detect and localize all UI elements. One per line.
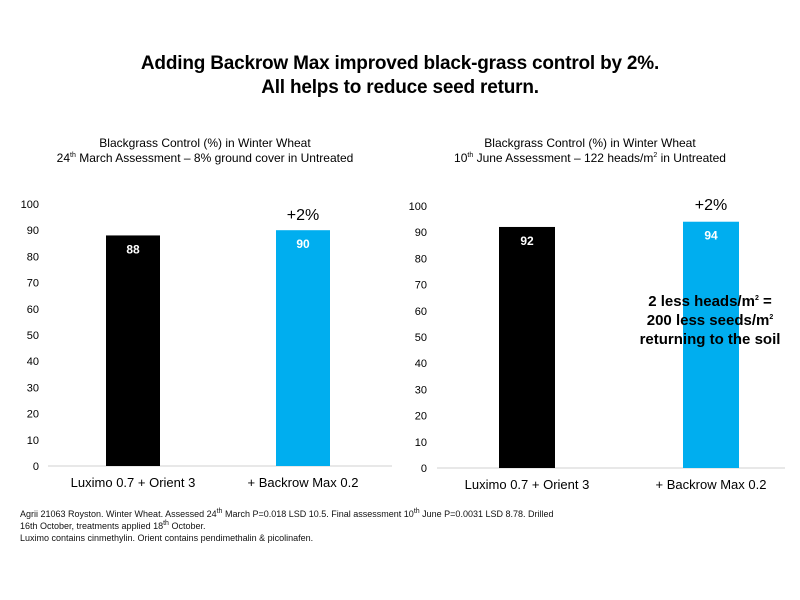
- right-increase-annotation: +2%: [695, 197, 727, 214]
- callout-line-3: returning to the soil: [639, 331, 781, 348]
- right-y-tick-label: 90: [415, 227, 427, 239]
- left-data-label-2: 90: [296, 237, 310, 251]
- footnote-line-2: 16th October, treatments applied 18th Oc…: [20, 520, 206, 531]
- right-x-category-label-2: + Backrow Max 0.2: [656, 477, 767, 492]
- left-y-tick-label: 10: [27, 435, 39, 447]
- left-chart-subtitle: 24th March Assessment – 8% ground cover …: [56, 151, 354, 165]
- right-y-tick-label: 100: [409, 201, 427, 213]
- left-y-tick-label: 70: [27, 278, 39, 290]
- left-data-label-1: 88: [126, 242, 140, 256]
- left-y-tick-label: 50: [27, 330, 39, 342]
- callout-line-1: 2 less heads/m2 =: [648, 293, 772, 310]
- right-chart-title: Blackgrass Control (%) in Winter Wheat 1…: [400, 136, 780, 166]
- left-increase-annotation: +2%: [287, 207, 319, 224]
- left-bar-1: [106, 235, 160, 466]
- right-data-label-2: 94: [704, 229, 718, 243]
- right-y-tick-label: 50: [415, 332, 427, 344]
- left-y-tick-label: 0: [33, 461, 39, 473]
- right-chart-title-line: Blackgrass Control (%) in Winter Wheat: [484, 136, 696, 150]
- headline: Adding Backrow Max improved black-grass …: [0, 52, 800, 100]
- right-y-tick-label: 0: [421, 463, 427, 475]
- headline-line-1: Adding Backrow Max improved black-grass …: [140, 53, 660, 74]
- right-y-tick-label: 70: [415, 280, 427, 292]
- left-y-tick-label: 100: [21, 199, 39, 211]
- left-chart-title: Blackgrass Control (%) in Winter Wheat 2…: [20, 136, 390, 166]
- right-y-tick-label: 30: [415, 384, 427, 396]
- seed-return-callout: 2 less heads/m2 = 200 less seeds/m2 retu…: [625, 292, 795, 349]
- left-y-tick-label: 60: [27, 304, 39, 316]
- left-x-category-label-1: Luximo 0.7 + Orient 3: [71, 475, 196, 490]
- right-y-tick-label: 60: [415, 306, 427, 318]
- right-y-tick-label: 40: [415, 358, 427, 370]
- left-y-tick-label: 90: [27, 225, 39, 237]
- footnote: Agrii 21063 Royston. Winter Wheat. Asses…: [20, 508, 780, 544]
- right-x-category-label-1: Luximo 0.7 + Orient 3: [465, 477, 590, 492]
- left-y-tick-label: 40: [27, 356, 39, 368]
- right-chart-subtitle: 10th June Assessment – 122 heads/m2 in U…: [454, 151, 726, 165]
- left-x-category-label-2: + Backrow Max 0.2: [248, 475, 359, 490]
- left-bar-2: [276, 230, 330, 466]
- right-y-tick-label: 10: [415, 437, 427, 449]
- left-chart-title-line: Blackgrass Control (%) in Winter Wheat: [99, 136, 311, 150]
- right-y-tick-label: 80: [415, 253, 427, 265]
- left-y-tick-label: 20: [27, 409, 39, 421]
- left-y-tick-label: 80: [27, 251, 39, 263]
- footnote-line-3: Luximo contains cinmethylin. Orient cont…: [20, 533, 314, 543]
- right-bar-1: [499, 226, 555, 468]
- right-y-tick-label: 20: [415, 411, 427, 423]
- footnote-line-1: Agrii 21063 Royston. Winter Wheat. Asses…: [20, 508, 554, 519]
- right-bar-2: [683, 221, 739, 468]
- callout-line-2: 200 less seeds/m2: [646, 312, 774, 329]
- left-y-tick-label: 30: [27, 382, 39, 394]
- headline-line-2: All helps to reduce seed return.: [261, 77, 539, 98]
- right-data-label-1: 92: [520, 234, 534, 248]
